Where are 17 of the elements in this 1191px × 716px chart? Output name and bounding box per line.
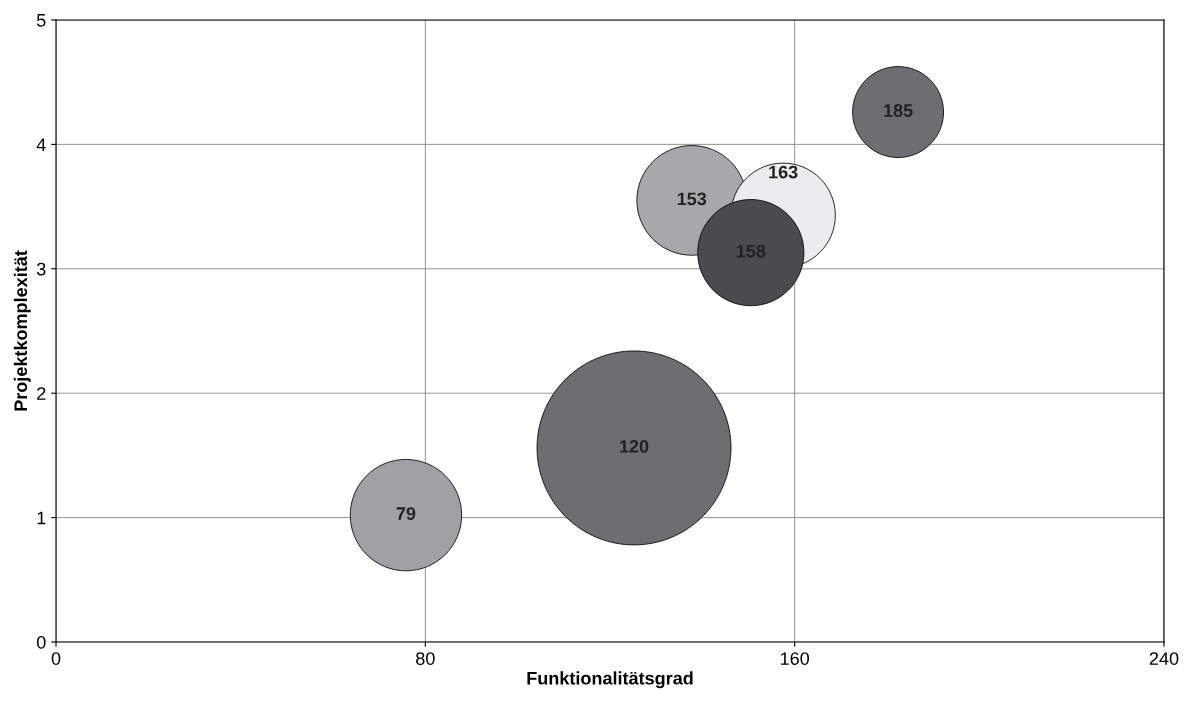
x-tick-label: 240 [1149,652,1179,665]
annotation: 79 [396,507,416,520]
x-tick-label: 0 [51,652,61,665]
y-tick-label: 3 [36,262,46,276]
y-tick-label: 2 [37,387,46,400]
x-tick-label: 160 [780,652,810,665]
y-axis-title: Projektkomplexität [13,250,31,411]
x-axis-title: Funktionalitätsgrad [527,671,693,689]
annotation: 153 [677,192,707,206]
x-tick-label: 80 [416,652,435,665]
annotation: 163 [769,165,798,179]
y-tick-label: 1 [37,511,46,525]
y-tick-label: 5 [36,14,46,27]
annotation: 120 [620,440,649,453]
annotation: 185 [884,104,913,117]
y-tick-label: 4 [36,138,46,151]
y-tick-label: 0 [36,635,46,649]
